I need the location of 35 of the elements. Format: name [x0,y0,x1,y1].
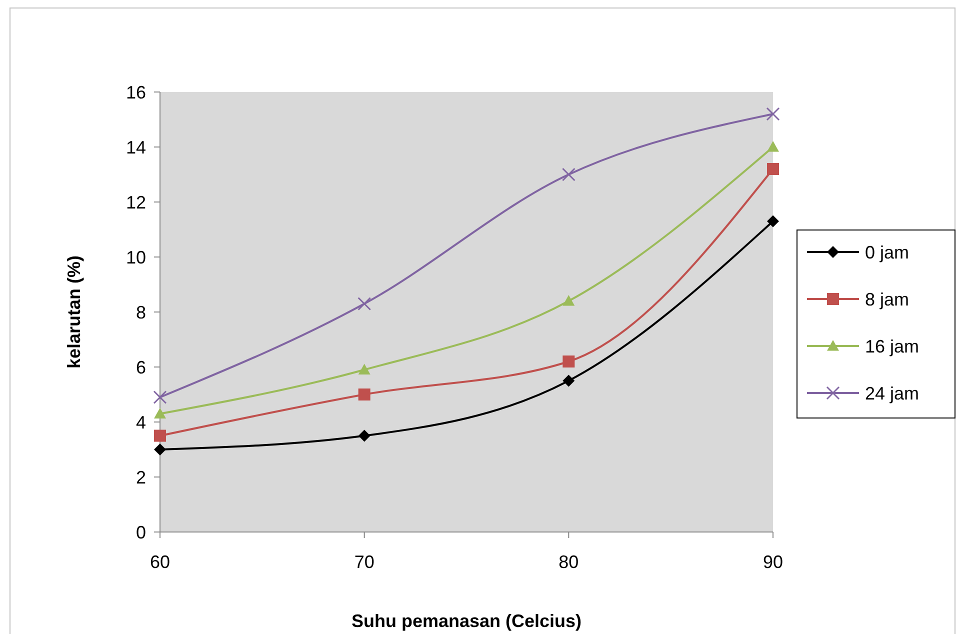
point [153,390,167,404]
legend-label: 16 jam [865,336,920,356]
x-tick-label: 60 [150,552,170,572]
y-tick-label: 4 [136,412,146,432]
point [562,356,575,368]
point [767,215,779,228]
point [358,388,370,400]
y-tick-label: 12 [126,192,146,212]
x-tick-label: 70 [354,552,374,572]
y-tick-label: 2 [136,467,146,488]
legend-label: 0 jam [865,242,910,262]
point [154,444,166,456]
y-tick-label: 10 [126,247,146,268]
y-tick-label: 14 [126,137,146,158]
point [562,374,575,387]
point [766,107,780,121]
point [562,295,575,306]
legend-label: 24 jam [865,383,920,404]
y-tick-label: 8 [136,302,146,322]
point [767,141,779,152]
x-axis-title: Suhu pemanasan (Celcius) [351,611,582,631]
x-tick-label: 80 [558,552,579,572]
y-tick-label: 16 [126,82,146,102]
point [154,408,166,419]
y-axis-title: kelarutan (%) [64,255,84,369]
legend-label: 8 jam [865,289,910,310]
point [358,297,372,310]
point [358,364,370,375]
point [358,430,370,442]
point [154,430,166,442]
x-tick-label: 90 [762,552,784,572]
y-tick-label: 6 [136,357,146,378]
y-tick-label: 0 [136,522,146,542]
point [767,163,779,175]
point [562,168,576,182]
